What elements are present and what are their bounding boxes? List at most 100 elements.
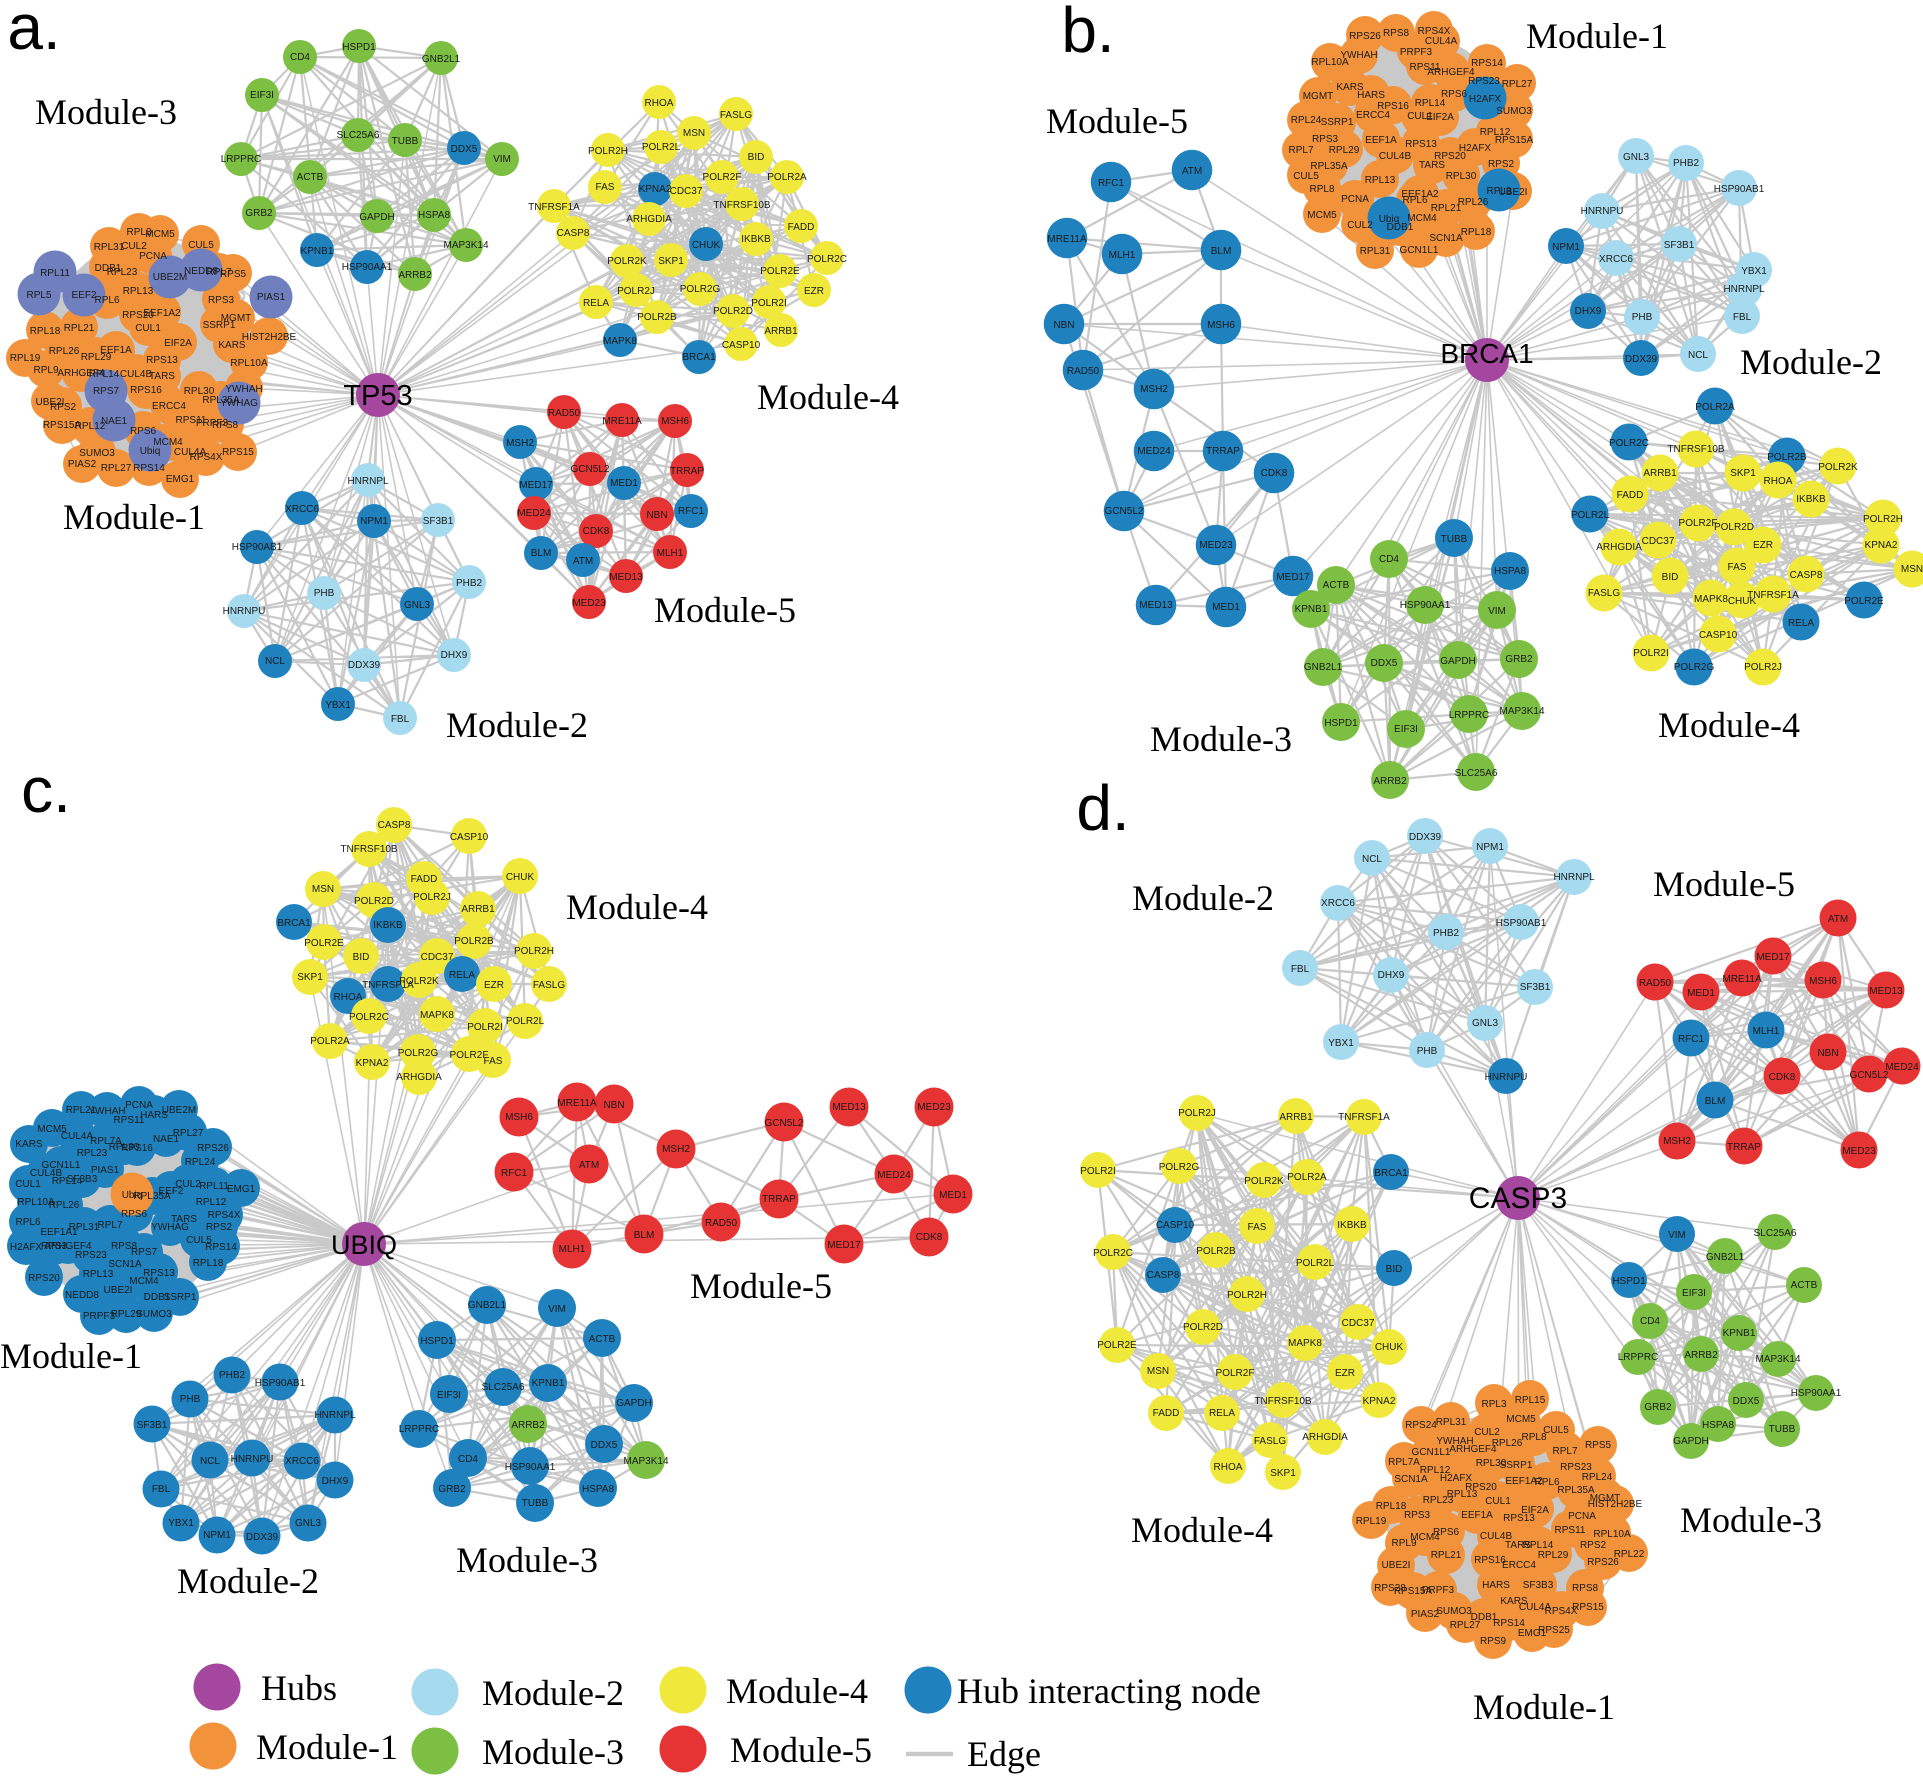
svg-text:RPL13: RPL13 [83, 1269, 114, 1280]
svg-text:PHB2: PHB2 [1433, 928, 1460, 939]
svg-text:RPL9: RPL9 [1391, 1538, 1416, 1549]
svg-text:RPS14: RPS14 [133, 463, 165, 474]
svg-text:MCM5: MCM5 [37, 1124, 67, 1135]
svg-text:POLR2C: POLR2C [807, 254, 847, 265]
svg-text:TP53: TP53 [343, 380, 412, 412]
svg-text:IKBKB: IKBKB [1796, 494, 1826, 505]
svg-text:MED24: MED24 [877, 1170, 911, 1181]
svg-text:EMG1: EMG1 [227, 1184, 256, 1195]
svg-text:POLR2G: POLR2G [1674, 662, 1715, 673]
svg-text:Module-2: Module-2 [482, 1673, 624, 1713]
svg-text:RPL24: RPL24 [1291, 115, 1322, 126]
svg-text:MAP3K14: MAP3K14 [1755, 1354, 1800, 1365]
svg-text:RPL13: RPL13 [123, 286, 154, 297]
svg-text:POLR2F: POLR2F [1679, 518, 1718, 529]
svg-text:GNL3: GNL3 [1472, 1018, 1499, 1029]
svg-text:RPS3: RPS3 [41, 1241, 68, 1252]
svg-text:HSPA8: HSPA8 [1494, 566, 1526, 577]
svg-text:MED17: MED17 [827, 1240, 861, 1251]
svg-text:KPNB1: KPNB1 [532, 1378, 565, 1389]
svg-text:Module-2: Module-2 [177, 1561, 319, 1601]
svg-text:GNB2L1: GNB2L1 [422, 54, 461, 65]
svg-text:PIAS2: PIAS2 [1411, 1609, 1440, 1620]
svg-text:POLR2H: POLR2H [514, 946, 554, 957]
svg-text:RPL18: RPL18 [1461, 227, 1492, 238]
svg-text:ARRB1: ARRB1 [1279, 1112, 1313, 1123]
svg-text:RHOA: RHOA [645, 98, 674, 109]
svg-text:Module-4: Module-4 [757, 377, 899, 417]
svg-text:RFC1: RFC1 [678, 506, 705, 517]
svg-text:FBL: FBL [1291, 964, 1310, 975]
svg-text:GNL3: GNL3 [295, 1518, 322, 1529]
svg-text:MAPK8: MAPK8 [1288, 1338, 1322, 1349]
svg-text:SF3B1: SF3B1 [423, 516, 454, 527]
svg-text:RPL22: RPL22 [1614, 1549, 1645, 1560]
svg-text:POLR2F: POLR2F [1216, 1368, 1255, 1379]
svg-text:RPL15: RPL15 [1515, 1395, 1546, 1406]
svg-text:POLR2D: POLR2D [1714, 522, 1754, 533]
svg-text:TNFRSF1A: TNFRSF1A [1338, 1112, 1390, 1123]
svg-text:DDX5: DDX5 [451, 144, 478, 155]
svg-text:CDK8: CDK8 [583, 526, 610, 537]
svg-text:SUMO3: SUMO3 [136, 1309, 172, 1320]
svg-text:POLR2B: POLR2B [637, 312, 677, 323]
svg-text:TUBB: TUBB [1441, 534, 1468, 545]
svg-text:RPS15: RPS15 [222, 447, 254, 458]
svg-text:POLR2G: POLR2G [398, 1048, 439, 1059]
svg-text:CDK8: CDK8 [1261, 468, 1288, 479]
svg-text:HNRNPL: HNRNPL [1553, 872, 1595, 883]
svg-text:GAPDH: GAPDH [1673, 1436, 1709, 1447]
svg-text:CUL2: CUL2 [175, 1179, 201, 1190]
svg-text:GNL3: GNL3 [1623, 152, 1650, 163]
svg-text:RPS15A: RPS15A [1495, 135, 1534, 146]
svg-text:RPS2: RPS2 [1488, 159, 1515, 170]
svg-text:SCN1A: SCN1A [108, 1259, 142, 1270]
svg-text:ARHGDIA: ARHGDIA [396, 1072, 442, 1083]
svg-text:RPS8: RPS8 [1383, 28, 1410, 39]
svg-text:MGMT: MGMT [1303, 91, 1334, 102]
svg-text:YWHAG: YWHAG [220, 398, 258, 409]
svg-text:CASP10: CASP10 [1699, 630, 1738, 641]
svg-text:KPNA2: KPNA2 [356, 1058, 389, 1069]
svg-text:MED24: MED24 [1885, 1062, 1919, 1073]
svg-text:IKBKB: IKBKB [741, 234, 771, 245]
svg-text:HNRNPL: HNRNPL [347, 476, 389, 487]
svg-text:Edge: Edge [967, 1734, 1041, 1774]
svg-text:H2AFX: H2AFX [10, 1242, 43, 1253]
svg-text:YBX1: YBX1 [325, 700, 351, 711]
svg-text:PHB: PHB [314, 588, 335, 599]
svg-text:POLR2G: POLR2G [1159, 1162, 1200, 1173]
svg-text:NEDD8: NEDD8 [65, 1290, 99, 1301]
svg-text:YWHAH: YWHAH [1436, 1436, 1473, 1447]
svg-text:ARHGDIA: ARHGDIA [1596, 542, 1642, 553]
svg-text:RPS26: RPS26 [1349, 31, 1381, 42]
svg-text:EIF3I: EIF3I [1394, 724, 1418, 735]
svg-text:MSN: MSN [1901, 564, 1923, 575]
svg-text:POLR2K: POLR2K [1244, 1176, 1284, 1187]
svg-text:RFC1: RFC1 [501, 1168, 528, 1179]
svg-text:MED24: MED24 [517, 508, 551, 519]
svg-text:GAPDH: GAPDH [616, 1398, 652, 1409]
svg-text:POLR2L: POLR2L [642, 142, 681, 153]
svg-text:MED23: MED23 [917, 1102, 951, 1113]
svg-text:MED17: MED17 [1276, 572, 1310, 583]
svg-text:TNFRSF1A: TNFRSF1A [1747, 590, 1799, 601]
svg-text:Module-3: Module-3 [1680, 1500, 1822, 1540]
svg-text:CASP3: CASP3 [1469, 1182, 1567, 1215]
svg-text:FBL: FBL [1733, 312, 1752, 323]
svg-text:GCN5L2: GCN5L2 [571, 464, 610, 475]
svg-text:PCNA: PCNA [1341, 194, 1369, 205]
svg-text:RPL12: RPL12 [196, 1197, 227, 1208]
svg-text:CD4: CD4 [1379, 554, 1399, 565]
svg-text:TRRAP: TRRAP [670, 466, 704, 477]
svg-text:YBX1: YBX1 [1741, 266, 1767, 277]
svg-text:HNRNPU: HNRNPU [223, 606, 266, 617]
svg-text:NCL: NCL [1362, 854, 1382, 865]
svg-text:MSH6: MSH6 [661, 416, 689, 427]
svg-text:Module-3: Module-3 [482, 1732, 624, 1772]
svg-text:FASLG: FASLG [720, 110, 752, 121]
svg-text:MED1: MED1 [610, 478, 638, 489]
svg-text:RPL26: RPL26 [1458, 197, 1489, 208]
svg-text:RPS16: RPS16 [121, 1143, 153, 1154]
svg-text:PIAS1: PIAS1 [257, 292, 286, 303]
